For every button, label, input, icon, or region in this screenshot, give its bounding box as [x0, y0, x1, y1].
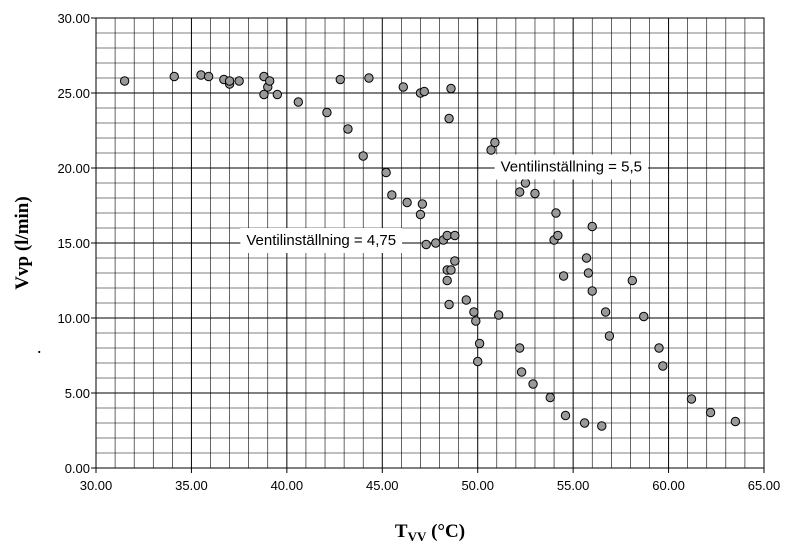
- y-tick-label: 15.00: [57, 236, 90, 251]
- data-point: [597, 421, 607, 431]
- x-tick-label: 40.00: [271, 478, 304, 493]
- x-tick-label: 30.00: [80, 478, 113, 493]
- y-axis-title: Vvp (l/min): [12, 196, 33, 289]
- y-tick-label: 10.00: [57, 311, 90, 326]
- x-axis-title-subscript: VV: [408, 529, 427, 544]
- data-point: [551, 208, 561, 218]
- data-point: [398, 82, 408, 92]
- data-point: [473, 356, 483, 367]
- stray-mark: .: [37, 337, 42, 357]
- data-point: [490, 137, 500, 148]
- data-point: [587, 221, 597, 232]
- data-point: [419, 86, 429, 97]
- data-point: [381, 167, 391, 178]
- annotation-ventil-4-75: Ventilinställning = 4,75: [240, 228, 403, 253]
- data-point: [358, 151, 368, 161]
- data-point: [421, 239, 431, 250]
- data-point: [169, 71, 179, 82]
- data-point: [545, 392, 555, 403]
- axis-ticks: 30.00 35.00 40.00 45.00 50.00 55.00 60.00 65.00…: [57, 11, 780, 493]
- x-axis-title: TVV (°C): [395, 521, 465, 544]
- data-point: [553, 230, 563, 241]
- data-point: [264, 76, 275, 86]
- data-point: [528, 379, 538, 389]
- y-tick-label: 5.00: [65, 386, 90, 401]
- data-point: [444, 113, 454, 124]
- x-axis-title-unit: (°C): [426, 521, 465, 542]
- data-point: [658, 361, 668, 371]
- data-point: [387, 190, 397, 200]
- data-point: [224, 76, 235, 86]
- data-point: [417, 199, 428, 209]
- data-point: [446, 83, 456, 94]
- annotation-text: Ventilinställning = 4,75: [246, 232, 396, 249]
- annotation-ventil-5-5: Ventilinställning = 5,5: [494, 154, 648, 180]
- data-point: [579, 418, 590, 428]
- data-point: [686, 394, 697, 404]
- data-point: [600, 307, 611, 317]
- data-point: [343, 124, 353, 134]
- data-point: [530, 188, 540, 199]
- data-point: [654, 343, 664, 353]
- data-point: [516, 367, 527, 377]
- data-point: [322, 107, 332, 118]
- data-point: [446, 265, 456, 275]
- data-point: [581, 253, 592, 263]
- y-tick-label: 30.00: [57, 11, 90, 26]
- data-point: [272, 89, 283, 100]
- data-point: [627, 275, 638, 286]
- annotation-text: Ventilinställning = 5,5: [501, 159, 642, 176]
- data-point: [203, 71, 214, 82]
- data-point: [560, 410, 571, 421]
- x-tick-label: 55.00: [557, 478, 590, 493]
- data-point: [293, 97, 304, 107]
- data-point: [461, 295, 471, 305]
- data-point: [558, 271, 569, 281]
- data-point: [196, 70, 206, 80]
- data-point: [587, 286, 597, 296]
- x-tick-label: 50.00: [461, 478, 494, 493]
- data-points: [119, 70, 741, 431]
- data-point: [469, 307, 479, 317]
- data-point: [471, 316, 481, 326]
- y-tick-label: 20.00: [57, 161, 90, 176]
- data-point: [364, 73, 374, 83]
- y-tick-label: 25.00: [57, 86, 90, 101]
- data-point: [335, 74, 345, 85]
- data-point: [486, 145, 496, 155]
- data-point: [444, 299, 454, 310]
- data-point: [705, 407, 716, 418]
- data-point: [474, 338, 485, 349]
- x-axis-title-main: T: [395, 521, 408, 542]
- data-point: [415, 209, 426, 220]
- y-tick-label: 0.00: [65, 461, 90, 476]
- annotation-box: [494, 154, 648, 180]
- data-point: [450, 230, 460, 241]
- x-tick-label: 35.00: [175, 478, 208, 493]
- data-point: [442, 275, 452, 286]
- data-point: [515, 187, 525, 197]
- data-point: [234, 76, 244, 86]
- data-point: [604, 331, 615, 341]
- annotation-box: [240, 228, 403, 253]
- data-point: [520, 178, 531, 188]
- data-point: [119, 76, 130, 86]
- data-point: [515, 343, 525, 353]
- x-tick-label: 60.00: [652, 478, 685, 493]
- x-tick-label: 45.00: [366, 478, 399, 493]
- data-point: [259, 89, 269, 100]
- data-point: [730, 416, 741, 427]
- data-point: [450, 256, 460, 266]
- data-point: [402, 197, 412, 208]
- data-point: [583, 268, 594, 278]
- data-point: [494, 310, 504, 320]
- x-tick-label: 65.00: [748, 478, 781, 493]
- data-point: [639, 311, 649, 322]
